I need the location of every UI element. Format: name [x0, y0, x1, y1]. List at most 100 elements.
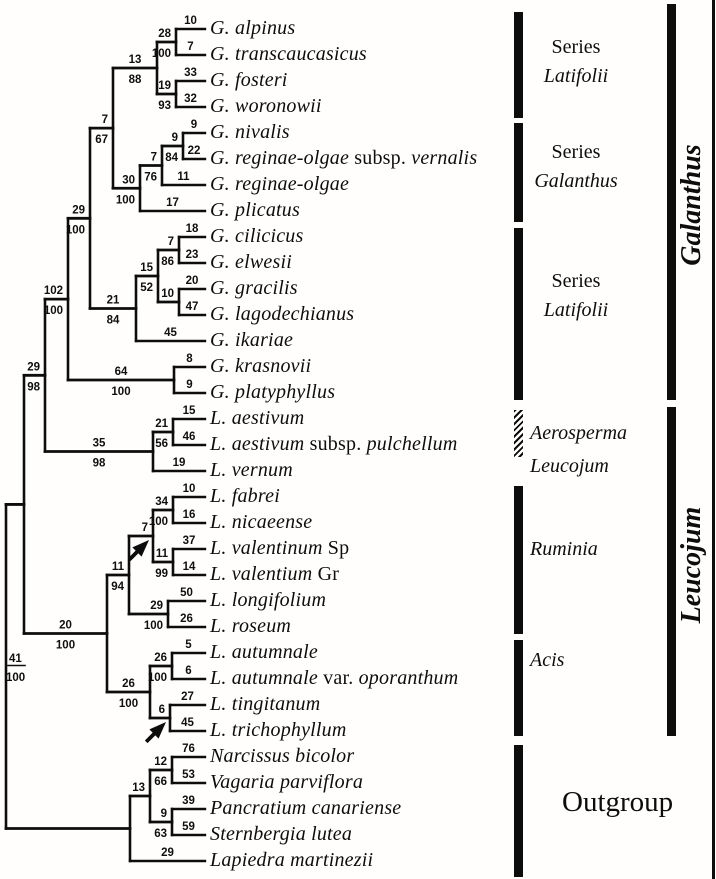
taxon-label: G. gracilis	[210, 275, 298, 302]
branch-length-value: 7	[187, 41, 193, 53]
taxon-name-italic: L. valentium	[210, 563, 318, 585]
taxon-label: L. autumnale var. oporanthum	[210, 665, 458, 692]
branch-length-value: 11	[177, 171, 190, 183]
bootstrap-value: 86	[161, 256, 174, 268]
section-label-line: Leucojum	[530, 455, 609, 477]
decay-value: 26	[154, 652, 167, 664]
branch-length-value: 27	[181, 691, 194, 703]
taxon-name-italic: G. alpinus	[210, 17, 296, 39]
taxon-rank-roman: subsp.	[309, 433, 367, 455]
section-label-line: Galanthus	[534, 170, 618, 192]
taxon-name-italic: Narcissus bicolor	[210, 745, 355, 767]
bootstrap-value: 100	[144, 620, 163, 632]
taxon-label: G. ikariae	[210, 327, 293, 354]
taxon-label: L. autumnale	[210, 639, 318, 666]
decay-value: 29	[27, 361, 40, 373]
taxon-label: Lapiedra martinezii	[210, 847, 373, 874]
taxon-label: L. tingitanum	[210, 691, 320, 718]
bootstrap-value: 84	[107, 315, 120, 327]
decay-value: 7	[102, 114, 108, 126]
taxon-name-italic: L. aestivum	[210, 433, 310, 455]
branch-length-value: 29	[161, 847, 174, 859]
taxon-name-italic: G. reginae-olgae	[210, 173, 350, 195]
branch-length-value: 10	[184, 15, 197, 27]
branch-length-value: 59	[182, 821, 195, 833]
taxon-label: G. platyphyllus	[210, 379, 335, 406]
section-bar-acis	[514, 640, 523, 736]
section-label-leucojum: Leucojum	[530, 453, 609, 479]
decay-value: 15	[140, 262, 153, 274]
taxon-name-italic: Sternbergia lutea	[210, 823, 353, 845]
taxon-label: L. aestivum	[210, 405, 304, 432]
decay-value: 34	[155, 496, 168, 508]
taxon-name-italic: L. vernum	[210, 459, 293, 481]
taxon-rank-roman: var.	[323, 667, 359, 689]
arrow-icon	[127, 540, 149, 562]
taxon-name-italic: oporanthum	[358, 667, 459, 689]
decay-value: 13	[129, 54, 142, 66]
taxon-label: L. longifolium	[210, 587, 326, 614]
branch-length-value: 45	[164, 327, 177, 339]
taxon-label: Narcissus bicolor	[210, 743, 354, 770]
taxon-name-italic: L. roseum	[210, 615, 292, 637]
taxon-rank-roman: Gr	[317, 563, 340, 585]
taxon-name-italic: L. tingitanum	[210, 693, 321, 715]
bootstrap-value: 84	[165, 152, 178, 164]
bootstrap-value: 88	[129, 74, 142, 86]
decay-value: 13	[132, 782, 145, 794]
taxon-label: G. alpinus	[210, 15, 295, 42]
branch-length-value: 14	[183, 561, 196, 573]
section-label-line: Latifolii	[543, 65, 609, 87]
taxon-name-italic: L. nicaeense	[210, 511, 313, 533]
branch-length-value: 18	[186, 223, 199, 235]
bootstrap-value: 100	[56, 640, 75, 652]
branch-length-value: 5	[185, 639, 192, 651]
bootstrap-value: 100	[152, 48, 171, 60]
taxon-label: L. vernum	[210, 457, 293, 484]
branch-length-value: 15	[183, 405, 196, 417]
section-bar-aerosperma	[514, 410, 523, 457]
taxon-rank-roman: subsp.	[354, 147, 412, 169]
bootstrap-value: 66	[154, 776, 167, 788]
branch-length-value: 45	[181, 717, 194, 729]
branch-length-value: 6	[185, 665, 191, 677]
section-label-aerosperma: Aerosperma	[530, 420, 627, 446]
taxon-name-italic: G. elwesii	[210, 251, 292, 273]
taxon-label: G. cilicicus	[210, 223, 303, 250]
bootstrap-value: 56	[155, 438, 168, 450]
branch-length-value: 19	[173, 457, 186, 469]
taxon-name-italic: G. transcaucasicus	[210, 43, 367, 65]
taxon-label: G. fosteri	[210, 67, 288, 94]
taxon-label: G. elwesii	[210, 249, 292, 276]
section-label-ruminia: Ruminia	[530, 536, 598, 562]
bootstrap-value: 63	[154, 828, 167, 840]
decay-value: 19	[158, 80, 171, 92]
decay-value: 9	[161, 808, 167, 820]
section-label-line: Series	[551, 141, 601, 163]
taxon-name-italic: G. cilicicus	[210, 225, 304, 247]
taxon-name-italic: G. gracilis	[210, 277, 298, 299]
bootstrap-value: 100	[149, 516, 168, 528]
taxon-name-italic: G. fosteri	[210, 69, 288, 91]
decay-value: 21	[155, 418, 168, 430]
bootstrap-value: 100	[66, 224, 85, 236]
branch-length-value: 23	[186, 249, 199, 261]
taxon-name-italic: L. trichophyllum	[210, 719, 347, 741]
section-label-line: Aerosperma	[530, 422, 628, 444]
decay-value: 11	[156, 548, 169, 560]
section-bar-series-galanthus	[514, 123, 523, 222]
section-label-series-latifolii-top: Series Latifolii	[512, 33, 640, 91]
branch-length-value: 10	[183, 483, 196, 495]
section-label-series-latifolii-lower: Series Latifolii	[512, 267, 640, 325]
taxon-name-italic: G. nivalis	[210, 121, 290, 143]
bootstrap-value: 98	[27, 381, 40, 393]
branch-length-value: 20	[186, 275, 199, 287]
decay-value: 21	[107, 295, 120, 307]
decay-value: 9	[172, 132, 178, 144]
branch-length-value: 37	[183, 535, 196, 547]
section-bar-outgroup	[514, 745, 523, 877]
section-label-series-galanthus: Series Galanthus	[512, 138, 640, 196]
section-bar-series-latifolii-lower	[514, 228, 523, 400]
taxon-label: L. valentinum Sp	[210, 535, 349, 562]
